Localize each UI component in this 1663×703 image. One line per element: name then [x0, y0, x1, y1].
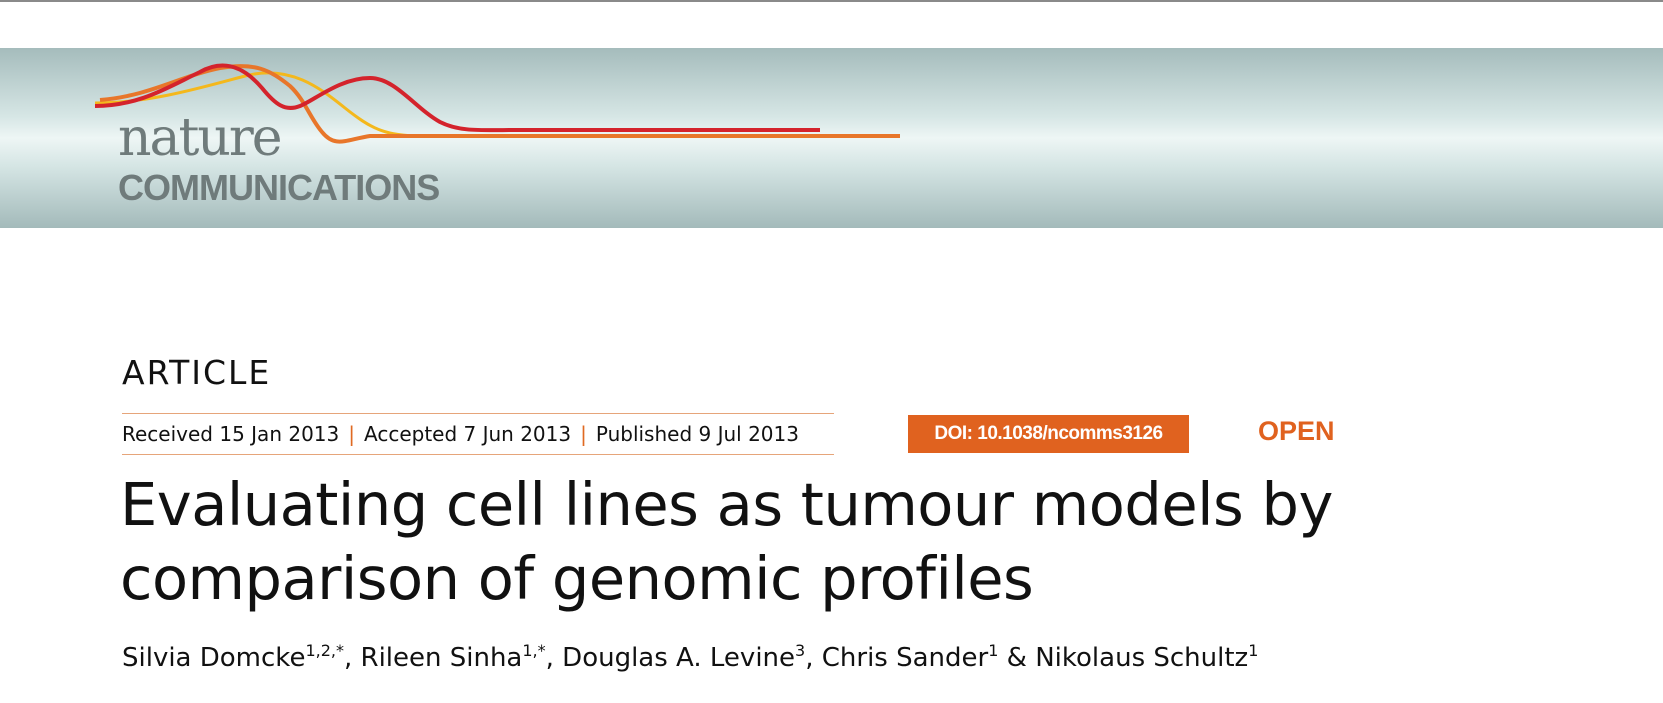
received-date: Received 15 Jan 2013 [122, 422, 340, 446]
open-access-label: OPEN [1258, 416, 1335, 446]
journal-logo-subtitle: COMMUNICATIONS [118, 167, 440, 208]
top-rule [0, 0, 1663, 2]
published-date: Published 9 Jul 2013 [595, 422, 799, 446]
author-separator: & [998, 643, 1036, 673]
author-affiliation: 1,* [522, 641, 546, 660]
accepted-date: Accepted 7 Jun 2013 [364, 422, 572, 446]
doi-badge[interactable]: DOI: 10.1038/ncomms3126 [908, 415, 1189, 453]
author-separator: , [545, 643, 563, 673]
title-line-2: comparison of genomic profiles [120, 544, 1034, 613]
author-separator: , [805, 643, 822, 673]
article-title: Evaluating cell lines as tumour models b… [120, 468, 1520, 616]
article-dates-bar: Received 15 Jan 2013 | Accepted 7 Jun 20… [122, 413, 834, 455]
author-name[interactable]: Silvia Domcke [122, 643, 306, 673]
author-name[interactable]: Rileen Sinha [360, 643, 523, 673]
date-separator: | [348, 422, 355, 446]
author-name[interactable]: Chris Sander [821, 643, 989, 673]
article-type-label: ARTICLE [122, 353, 272, 392]
author-affiliation: 1,2,* [305, 641, 344, 660]
author-separator: , [343, 643, 361, 673]
journal-logo-word: nature [118, 108, 283, 168]
author-name[interactable]: Douglas A. Levine [562, 643, 796, 673]
author-affiliation: 1 [1248, 641, 1259, 660]
journal-banner: nature COMMUNICATIONS [0, 48, 1663, 228]
title-line-1: Evaluating cell lines as tumour models b… [120, 470, 1333, 539]
author-affiliation: 3 [795, 641, 806, 660]
author-list: Silvia Domcke1,2,*, Rileen Sinha1,*, Dou… [122, 643, 1522, 674]
author-affiliation: 1 [988, 641, 999, 660]
nature-wave-logo-icon [94, 63, 900, 144]
author-name[interactable]: Nikolaus Schultz [1035, 643, 1249, 673]
date-separator: | [580, 422, 587, 446]
